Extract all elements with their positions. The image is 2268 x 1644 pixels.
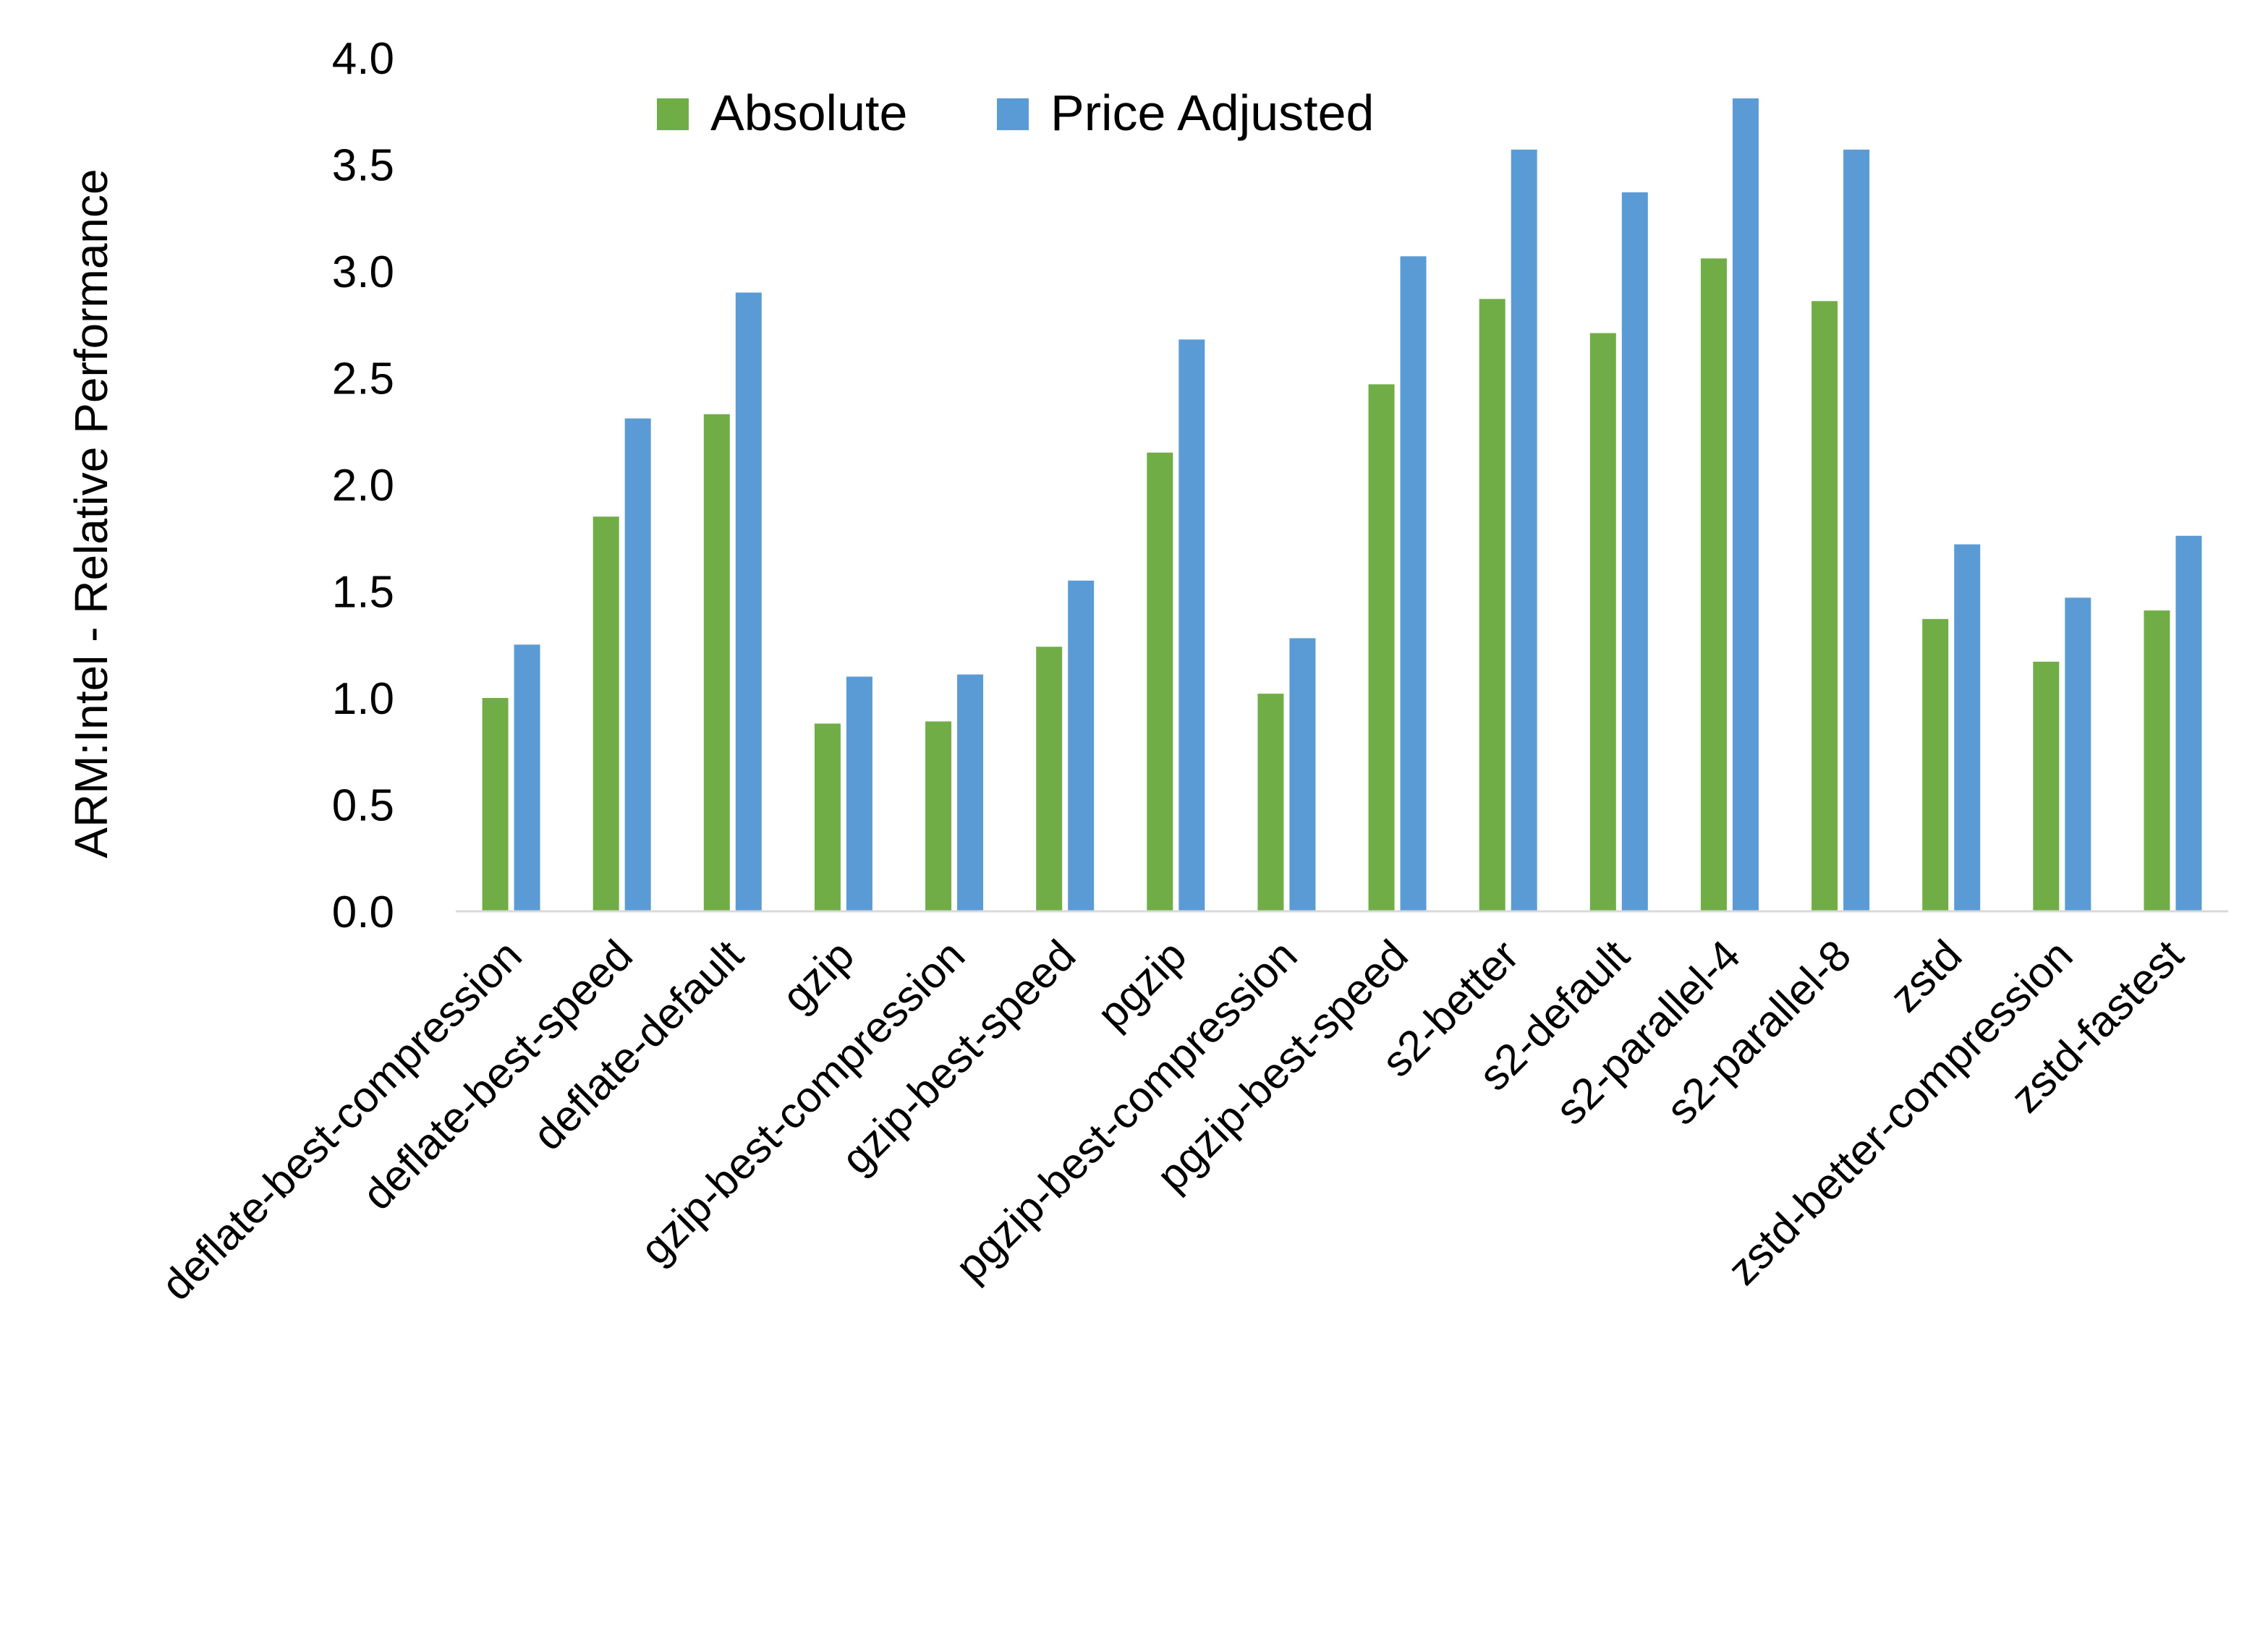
y-tick-label: 4.0 [332,34,394,84]
bar-absolute-zstd-fastest [2144,610,2170,911]
bar-price-adjusted-deflate-best-compression [514,644,540,911]
bar-absolute-deflate-best-compression [482,698,509,911]
bar-price-adjusted-gzip-best-compression [957,674,984,911]
bar-price-adjusted-gzip [846,676,872,911]
y-tick-label: 3.0 [332,247,394,297]
legend-swatch [997,98,1029,130]
y-tick-label: 0.0 [332,887,394,937]
y-tick-label: 2.0 [332,461,394,511]
y-tick-label: 2.5 [332,354,394,404]
bar-absolute-gzip-best-speed [1036,647,1063,911]
x-tick-label: pgzip [1088,931,1196,1039]
bar-price-adjusted-s2-parallel-4 [1732,98,1759,911]
bar-price-adjusted-s2-parallel-8 [1843,149,1870,912]
bar-price-adjusted-gzip-best-speed [1068,580,1095,911]
bar-absolute-s2-parallel-8 [1812,301,1838,911]
bar-absolute-gzip-best-compression [925,721,952,911]
bar-absolute-deflate-best-speed [593,516,619,911]
x-tick-label: gzip [773,931,863,1021]
y-tick-label: 0.5 [332,781,394,831]
legend: Absolute Price Adjusted [657,85,1374,141]
bar-price-adjusted-s2-better [1511,149,1537,912]
bar-absolute-zstd-better-compression [2033,661,2060,911]
legend-label: Absolute [710,85,907,141]
bar-price-adjusted-pgzip [1178,339,1205,911]
bar-absolute-deflate-default [703,414,730,911]
bar-price-adjusted-s2-default [1621,192,1648,912]
y-tick-label: 1.5 [332,568,394,618]
bar-absolute-s2-better [1479,299,1505,912]
bar-price-adjusted-zstd-better-compression [2065,597,2091,911]
legend-label: Price Adjusted [1050,85,1374,141]
legend-swatch [657,98,689,130]
x-tick-label: zstd [1880,931,1971,1021]
bar-absolute-gzip [814,723,841,911]
bar-price-adjusted-pgzip-best-speed [1400,256,1427,912]
bar-absolute-s2-default [1589,333,1616,911]
bar-absolute-s2-parallel-4 [1700,258,1727,911]
bar-price-adjusted-zstd [1954,544,1981,911]
bar-absolute-pgzip-best-compression [1257,694,1284,911]
bar-price-adjusted-deflate-default [735,292,762,911]
bar-price-adjusted-zstd-fastest [2175,535,2202,911]
y-axis-title: ARM:Intel - Relative Performance [65,169,117,858]
bar-absolute-pgzip [1147,452,1173,911]
bar-absolute-pgzip-best-speed [1368,384,1395,911]
bar-price-adjusted-pgzip-best-compression [1289,638,1316,911]
y-tick-label: 3.5 [332,141,394,191]
y-tick-label: 1.0 [332,674,394,724]
bar-price-adjusted-deflate-best-speed [624,418,651,911]
bar-absolute-zstd [1922,618,1949,911]
